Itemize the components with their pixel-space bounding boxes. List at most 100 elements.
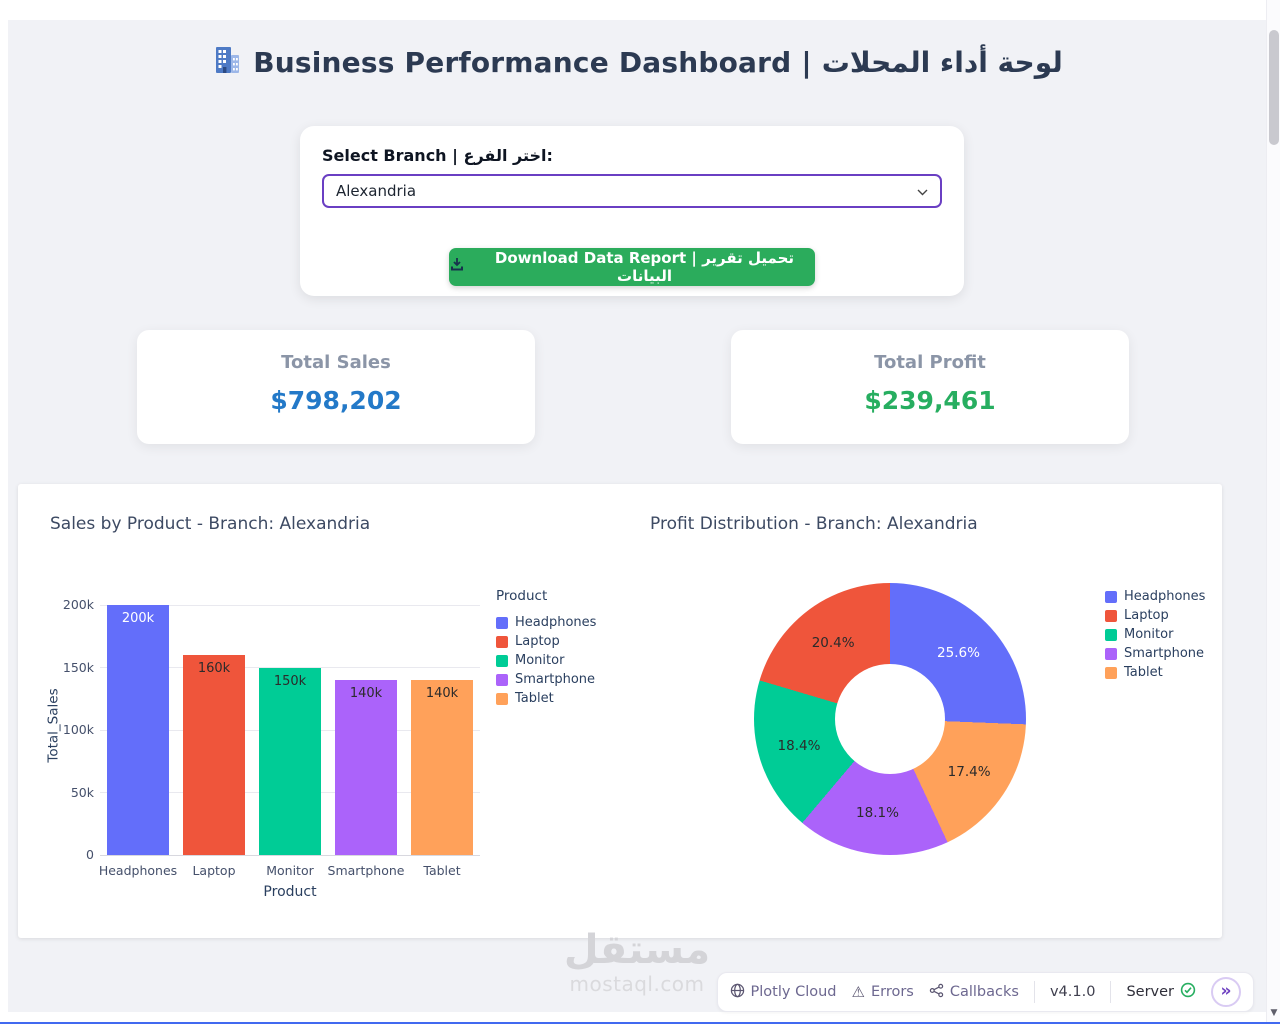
total-profit-value: $239,461 [864,386,996,415]
callbacks-button[interactable]: Callbacks [929,983,1019,1002]
legend-label: Headphones [1124,589,1206,604]
warning-icon: ⚠ [851,983,865,1001]
legend-label: Tablet [1124,665,1163,680]
scrollbar-down-arrow[interactable]: ▼ [1270,1008,1278,1018]
pie-slice-label-tablet: 17.4% [947,763,991,780]
check-circle-icon [1180,982,1196,1002]
legend-label: Tablet [515,691,554,706]
legend-swatch [1105,609,1117,622]
gridline [100,854,480,856]
pie-slice-label-headphones: 25.6% [937,645,980,662]
legend-item-tablet[interactable]: Tablet [496,689,596,708]
legend-item-monitor[interactable]: Monitor [1105,625,1205,644]
legend-item-smartphone[interactable]: Smartphone [1105,644,1205,663]
branch-select[interactable]: Alexandria [322,174,942,208]
legend-item-laptop[interactable]: Laptop [1105,606,1205,625]
page-header: Business Performance Dashboard | لوحة أد… [8,44,1266,80]
double-chevron-icon: » [1220,981,1232,1001]
y-tick-label: 150k [62,659,94,675]
pie-slice-label-monitor: 18.4% [777,738,821,755]
divider [1110,981,1112,1003]
pie-chart-legend: Headphones Laptop Monitor Smartphone Tablet [1105,587,1205,682]
y-tick-label: 200k [62,597,94,612]
scrollbar-thumb[interactable] [1269,30,1279,145]
legend-label: Smartphone [515,672,596,687]
dash-devtools-bar: Plotly Cloud ⚠ Errors Callbacks v4.1.0 S… [716,972,1254,1012]
download-tray-icon [449,257,465,277]
bar-x-axis-title: Product [263,884,317,900]
bar-tablet[interactable] [411,680,473,855]
legend-swatch [496,654,508,667]
charts-panel: Sales by Product - Branch: Alexandria Pr… [18,484,1222,938]
legend-swatch [1105,647,1117,660]
bar-monitor[interactable] [259,667,321,855]
vertical-scrollbar[interactable]: ▼ [1266,0,1280,1024]
x-tick-label: Laptop [192,863,236,878]
version-label: v4.1.0 [1049,984,1096,1000]
bar-laptop[interactable] [183,655,245,855]
y-tick-label: 50k [70,784,94,800]
pie-chart[interactable]: 25.6% 17.4% 18.1% 18.4% 20.4% [754,583,1026,855]
legend-swatch [496,635,508,648]
globe-icon [730,983,745,1002]
y-tick-label: 0 [86,847,94,862]
total-profit-card: Total Profit $239,461 [731,330,1129,444]
legend-item-headphones[interactable]: Headphones [496,613,596,632]
legend-label: Laptop [515,634,560,649]
chevron-down-icon [917,182,928,200]
bar-smartphone[interactable] [335,680,397,855]
bar-legend-title: Product [496,588,548,604]
total-sales-card: Total Sales $798,202 [137,330,535,444]
dashboard-page: Business Performance Dashboard | لوحة أد… [8,20,1266,1012]
legend-item-smartphone[interactable]: Smartphone [496,670,596,689]
callbacks-label: Callbacks [949,984,1019,1000]
x-tick-label: Monitor [266,863,314,878]
server-label: Server [1126,984,1174,1000]
window-edge [0,1022,1280,1024]
y-tick-label: 100k [62,722,94,737]
download-report-label: Download Data Report | تحميل تقرير البيا… [494,249,795,285]
callback-graph-icon [929,983,944,1002]
legend-swatch [1105,666,1117,679]
bar-value-label: 140k [349,686,383,701]
legend-item-laptop[interactable]: Laptop [496,632,596,651]
x-tick-label: Tablet [423,863,461,878]
plotly-cloud-link[interactable]: Plotly Cloud [730,983,837,1002]
devtools-collapse-button[interactable]: » [1211,977,1241,1007]
download-report-button[interactable]: Download Data Report | تحميل تقرير البيا… [449,248,815,286]
branch-panel: Select Branch | اختر الفرع: Alexandria D… [300,126,964,296]
legend-swatch [496,616,508,629]
bar-value-label: 140k [425,686,459,701]
legend-swatch [496,673,508,686]
pie-slice-label-smartphone: 18.1% [856,805,899,822]
server-status: Server [1126,982,1196,1002]
legend-label: Monitor [1124,627,1174,642]
total-profit-label: Total Profit [874,352,986,373]
legend-item-headphones[interactable]: Headphones [1105,587,1205,606]
pie-chart-title: Profit Distribution - Branch: Alexandria [650,514,978,534]
pie-slice-label-laptop: 20.4% [811,634,855,651]
legend-item-tablet[interactable]: Tablet [1105,663,1205,682]
bar-headphones[interactable] [107,605,169,855]
legend-swatch [1105,590,1117,603]
legend-item-monitor[interactable]: Monitor [496,651,596,670]
legend-label: Headphones [515,615,597,630]
legend-swatch [496,692,508,705]
legend-label: Monitor [515,653,565,668]
gridline [100,604,480,606]
select-branch-label: Select Branch | اختر الفرع: [322,146,553,165]
bar-value-label: 150k [273,673,307,689]
branch-select-value: Alexandria [336,182,417,200]
bar-chart[interactable]: 0 50k 100k 150k 200k 200k Headphones 160k Laptop… [63,595,480,878]
errors-button[interactable]: ⚠ Errors [852,983,914,1001]
divider [1033,981,1035,1003]
bar-chart-legend: Product Headphones Laptop Monitor Smartphon… [496,588,596,708]
plotly-cloud-label: Plotly Cloud [750,984,837,1000]
bar-value-label: 200k [121,611,155,626]
legend-label: Smartphone [1124,646,1205,661]
page-title: Business Performance Dashboard | لوحة أد… [253,45,1063,79]
total-sales-value: $798,202 [270,386,402,415]
x-tick-label: Headphones [98,863,178,878]
x-tick-label: Smartphone [327,863,405,878]
errors-label: Errors [870,984,914,1000]
